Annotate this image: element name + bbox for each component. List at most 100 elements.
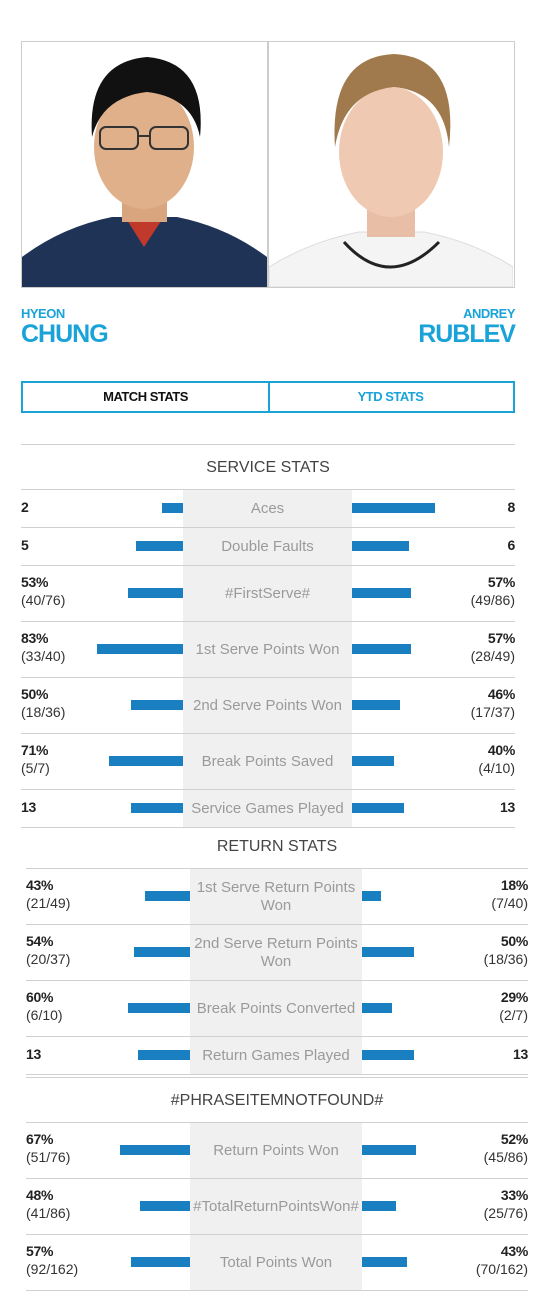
row-line: [21, 527, 515, 528]
stat-detail: (70/162): [475, 1261, 528, 1277]
player-last-name: RUBLEV: [418, 320, 516, 348]
stat-value: 71%: [21, 742, 49, 758]
stat-value: 43%: [500, 1243, 528, 1259]
stat-bar: [352, 756, 394, 766]
stat-detail: (45/86): [483, 1149, 528, 1165]
stat-detail: (5/7): [21, 760, 50, 776]
tab[interactable]: MATCH STATS: [21, 381, 270, 413]
stat-detail: (51/76): [26, 1149, 71, 1165]
stat-value: 57%: [487, 574, 515, 590]
stat-value: 67%: [26, 1131, 54, 1147]
stat-label: Aces: [183, 490, 352, 527]
stat-detail: (92/162): [26, 1261, 79, 1277]
stat-bar: [96, 644, 183, 654]
stat-detail: (25/76): [483, 1205, 528, 1221]
stat-label: Total Points Won: [190, 1235, 362, 1290]
stat-label: 2nd Serve Points Won: [183, 678, 352, 733]
stat-value: 40%: [487, 742, 515, 758]
stat-bar: [131, 700, 183, 710]
stat-value: 46%: [487, 686, 515, 702]
stat-value: 52%: [500, 1131, 528, 1147]
stat-bar: [362, 1257, 407, 1267]
section-title: SERVICE STATS: [206, 459, 330, 476]
stat-detail: (4/10): [478, 760, 515, 776]
stat-value: 57%: [487, 630, 515, 646]
stat-bar: [138, 1050, 190, 1060]
stat-detail: (21/49): [26, 895, 71, 911]
stat-bar: [133, 947, 190, 957]
row-line: [26, 1178, 528, 1179]
stat-label: 1st Serve Return Points Won: [190, 869, 362, 924]
stat-bar: [362, 947, 414, 957]
stat-detail: (49/86): [470, 592, 515, 608]
row-line: [21, 489, 515, 490]
player-first-name: HYEON: [21, 306, 65, 321]
row-line: [26, 1122, 528, 1123]
row-line: [26, 1290, 528, 1291]
stat-detail: (7/40): [491, 895, 528, 911]
stat-detail: (6/10): [26, 1007, 63, 1023]
stat-value: 13: [513, 1046, 528, 1062]
stat-value: 2: [21, 499, 29, 515]
stat-label: Break Points Converted: [190, 981, 362, 1036]
stat-value: 8: [507, 499, 516, 515]
row-line: [26, 980, 528, 981]
stat-value: 50%: [21, 686, 49, 702]
stat-value: 13: [21, 799, 36, 815]
stat-label: 1st Serve Points Won: [183, 622, 352, 677]
stat-value: 50%: [500, 933, 528, 949]
stat-bar: [352, 541, 409, 551]
stat-bar: [352, 644, 412, 654]
row-line: [21, 827, 515, 828]
section-title: RETURN STATS: [216, 838, 338, 855]
stat-label: #FirstServe#: [183, 566, 352, 621]
tab[interactable]: YTD STATS: [268, 381, 515, 413]
stat-bar: [120, 1145, 190, 1155]
stat-detail: (18/36): [483, 951, 528, 967]
stat-detail: (20/37): [26, 951, 71, 967]
row-line: [26, 1234, 528, 1235]
section-title: #PHRASEITEMNOTFOUND#: [170, 1092, 384, 1109]
player-first-name: ANDREY: [463, 306, 515, 321]
stat-value: 18%: [500, 877, 528, 893]
stat-detail: (17/37): [470, 704, 515, 720]
stat-bar: [362, 891, 381, 901]
stat-label: Double Faults: [183, 528, 352, 565]
stat-label: Return Points Won: [190, 1123, 362, 1178]
stat-value: 13: [26, 1046, 41, 1062]
photo-frame: [21, 41, 515, 288]
row-line: [21, 733, 515, 734]
stat-detail: (40/76): [21, 592, 66, 608]
stat-value: 53%: [21, 574, 49, 590]
stat-value: 57%: [26, 1243, 54, 1259]
photo-divider: [267, 42, 269, 287]
stat-detail: (28/49): [470, 648, 515, 664]
stat-bar: [130, 1257, 190, 1267]
stat-bar: [352, 700, 400, 710]
row-line: [26, 1074, 528, 1075]
row-line: [21, 621, 515, 622]
row-line: [21, 789, 515, 790]
row-line: [21, 565, 515, 566]
player-last-name: CHUNG: [21, 320, 109, 348]
row-line: [21, 677, 515, 678]
stat-bar: [127, 1003, 190, 1013]
divider: [26, 1077, 528, 1078]
stat-label: 2nd Serve Return Points Won: [190, 925, 362, 980]
stat-value: 60%: [26, 989, 54, 1005]
stat-value: 29%: [500, 989, 528, 1005]
stat-detail: (2/7): [499, 1007, 528, 1023]
divider: [21, 444, 515, 445]
stat-value: 33%: [500, 1187, 528, 1203]
player-photo: [22, 42, 267, 287]
stat-value: 6: [507, 537, 516, 553]
row-line: [26, 924, 528, 925]
stat-value: 54%: [26, 933, 54, 949]
stat-label: Break Points Saved: [183, 734, 352, 789]
stat-value: 48%: [26, 1187, 54, 1203]
stat-bar: [131, 803, 183, 813]
stat-value: 43%: [26, 877, 54, 893]
stat-bar: [362, 1003, 393, 1013]
stat-value: 13: [500, 799, 515, 815]
